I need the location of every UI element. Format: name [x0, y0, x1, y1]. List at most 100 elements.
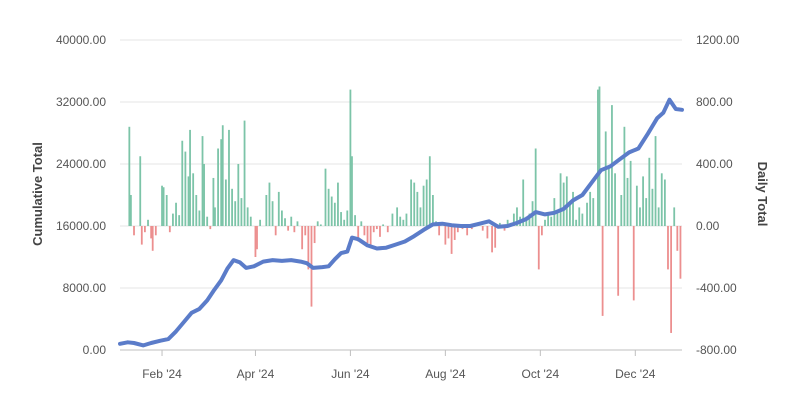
daily-total-bar	[265, 195, 268, 226]
daily-total-bar	[357, 226, 360, 242]
daily-total-bar	[168, 226, 171, 233]
daily-total-bar	[220, 139, 223, 226]
daily-total-bar	[201, 136, 204, 226]
right-tick-label: -800.00	[696, 343, 737, 357]
daily-total-bar	[151, 226, 154, 251]
daily-total-bar	[165, 195, 168, 226]
daily-total-bar	[268, 182, 271, 226]
daily-total-bar	[363, 226, 366, 236]
daily-total-bar	[354, 215, 356, 226]
daily-total-bar	[287, 226, 290, 231]
daily-total-bar	[304, 226, 307, 236]
daily-total-bar	[293, 226, 296, 233]
daily-total-bar	[386, 226, 389, 233]
daily-total-bar	[491, 226, 493, 253]
left-tick-label: 0.00	[83, 343, 107, 357]
daily-total-bar	[375, 226, 378, 230]
daily-total-bar	[198, 210, 201, 226]
daily-total-bar	[635, 185, 638, 226]
daily-total-bar	[572, 191, 574, 226]
daily-total-bar	[540, 226, 543, 236]
daily-total-bar	[565, 176, 568, 226]
daily-total-bar	[632, 226, 635, 301]
daily-total-bar	[416, 191, 419, 226]
daily-total-bar	[617, 226, 620, 296]
daily-total-bar	[405, 213, 408, 226]
right-tick-label: -400.00	[696, 281, 737, 295]
daily-total-bar	[559, 173, 562, 226]
daily-total-bar	[128, 126, 131, 226]
daily-total-bar	[139, 156, 142, 226]
daily-total-bar	[214, 207, 216, 226]
daily-total-bar	[234, 201, 237, 226]
daily-total-bar	[360, 221, 363, 226]
daily-total-bar	[670, 226, 673, 333]
daily-total-bar	[133, 226, 135, 236]
left-tick-label: 24000.00	[56, 157, 106, 171]
daily-total-bar	[254, 226, 257, 257]
daily-total-bar	[534, 148, 537, 226]
daily-total-bar	[550, 216, 553, 226]
daily-total-bar	[673, 207, 676, 226]
daily-total-bar	[319, 224, 322, 226]
daily-total-bar	[187, 176, 190, 226]
daily-total-bar	[645, 198, 648, 226]
daily-total-bar	[639, 207, 641, 226]
daily-total-bar	[221, 125, 224, 226]
daily-total-bar	[512, 213, 515, 226]
daily-total-bar	[189, 129, 191, 226]
cumulative-total-line-group	[118, 97, 684, 348]
daily-total-bar	[494, 226, 497, 248]
daily-total-bar	[528, 213, 531, 226]
daily-total-bar	[346, 210, 349, 226]
daily-total-bar	[410, 179, 413, 226]
daily-total-bar	[657, 207, 660, 226]
daily-total-bar	[601, 226, 604, 316]
daily-total-bar	[192, 173, 195, 226]
daily-total-bar	[506, 219, 509, 226]
daily-total-bar	[604, 131, 607, 226]
daily-total-bar	[277, 191, 280, 226]
daily-total-bar	[597, 89, 599, 226]
daily-total-bar	[575, 219, 578, 226]
daily-total-bar	[212, 177, 215, 226]
x-tick-label: Jun '24	[331, 367, 370, 381]
daily-total-bar	[419, 207, 422, 226]
daily-total-bar	[620, 195, 623, 226]
daily-total-bar	[456, 226, 459, 233]
daily-total-bar	[316, 221, 319, 226]
daily-total-bar	[425, 179, 428, 226]
daily-total-bar	[175, 202, 177, 226]
daily-total-bar	[663, 179, 666, 226]
daily-total-bar	[228, 129, 230, 226]
left-axis-title: Cumulative Total	[30, 142, 45, 246]
axes: 0.00 -800.00 8000.00 -400.00 16000.00 0.00 240…	[56, 33, 740, 381]
daily-total-bar	[422, 185, 425, 226]
daily-total-bar	[343, 219, 346, 226]
right-tick-label: 0.00	[696, 219, 720, 233]
daily-total-bar	[413, 182, 416, 226]
daily-total-bar	[181, 140, 184, 226]
daily-total-bar	[654, 136, 657, 226]
daily-total-bar	[349, 89, 352, 226]
daily-total-bar	[562, 182, 565, 226]
daily-total-bar	[184, 151, 187, 226]
daily-total-bar	[607, 167, 610, 226]
right-tick-label: 1200.00	[696, 33, 740, 47]
x-tick-label: Apr '24	[237, 367, 275, 381]
daily-total-bar	[667, 226, 669, 270]
daily-total-bar	[447, 226, 450, 239]
daily-total-bar	[154, 226, 157, 236]
daily-total-bar	[522, 179, 525, 226]
daily-total-bar	[614, 173, 616, 226]
daily-total-bar	[246, 207, 249, 226]
daily-total-bar	[626, 177, 629, 226]
daily-total-bar	[578, 207, 581, 226]
daily-total-bar	[592, 198, 595, 226]
right-tick-label: 800.00	[696, 95, 733, 109]
daily-total-bar	[144, 226, 146, 233]
daily-total-bar	[581, 213, 584, 226]
daily-total-bar	[147, 219, 149, 226]
